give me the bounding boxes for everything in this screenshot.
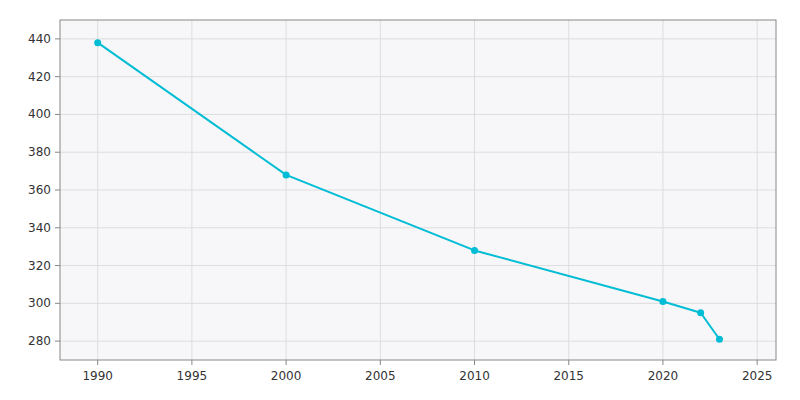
y-tick bbox=[55, 265, 60, 266]
x-tick-label: 2020 bbox=[648, 369, 679, 383]
x-tick bbox=[568, 360, 569, 365]
x-tick-label: 2010 bbox=[459, 369, 490, 383]
y-tick bbox=[55, 227, 60, 228]
data-point bbox=[716, 336, 723, 343]
x-tick-label: 2025 bbox=[742, 369, 773, 383]
y-grid-line bbox=[60, 152, 776, 153]
data-layer bbox=[94, 39, 723, 343]
x-tick bbox=[474, 360, 475, 365]
chart-container: 1990 1995 2000 2005 2010 2015 2020 2025 280 300 32… bbox=[0, 0, 800, 400]
y-tick-label: 320 bbox=[28, 259, 51, 273]
plot-frame bbox=[60, 20, 776, 360]
data-point bbox=[283, 171, 290, 178]
y-tick bbox=[55, 341, 60, 342]
x-tick-label: 1990 bbox=[82, 369, 113, 383]
y-tick bbox=[55, 114, 60, 115]
y-tick-label: 300 bbox=[28, 296, 51, 310]
y-grid-line bbox=[60, 76, 776, 77]
y-grid-line bbox=[60, 265, 776, 266]
x-tick-label: 2000 bbox=[271, 369, 302, 383]
axes: 1990 1995 2000 2005 2010 2015 2020 2025 280 300 32… bbox=[28, 32, 772, 383]
y-tick-label: 380 bbox=[28, 145, 51, 159]
y-tick bbox=[55, 76, 60, 77]
x-tick bbox=[380, 360, 381, 365]
y-grid-line bbox=[60, 341, 776, 342]
y-tick-label: 280 bbox=[28, 334, 51, 348]
data-point bbox=[697, 309, 704, 316]
page: {"chart_data": {"type": "line", "x": [19… bbox=[0, 0, 800, 400]
plot-background bbox=[60, 20, 776, 360]
y-tick-label: 400 bbox=[28, 107, 51, 121]
x-tick-label: 2015 bbox=[553, 369, 584, 383]
y-grid-line bbox=[60, 114, 776, 115]
y-grid-line bbox=[60, 38, 776, 39]
y-tick-label: 420 bbox=[28, 70, 51, 84]
data-point bbox=[94, 39, 101, 46]
grid bbox=[60, 20, 776, 360]
x-tick bbox=[97, 360, 98, 365]
y-tick bbox=[55, 190, 60, 191]
y-tick-label: 340 bbox=[28, 221, 51, 235]
x-tick bbox=[757, 360, 758, 365]
y-tick bbox=[55, 303, 60, 304]
data-point bbox=[659, 298, 666, 305]
x-tick bbox=[286, 360, 287, 365]
x-tick-label: 1995 bbox=[177, 369, 208, 383]
chart-svg: 1990 1995 2000 2005 2010 2015 2020 2025 280 300 32… bbox=[0, 0, 800, 400]
x-tick bbox=[191, 360, 192, 365]
y-tick bbox=[55, 38, 60, 39]
y-tick bbox=[55, 152, 60, 153]
x-tick bbox=[662, 360, 663, 365]
data-point bbox=[471, 247, 478, 254]
y-grid-line bbox=[60, 190, 776, 191]
y-tick-label: 440 bbox=[28, 32, 51, 46]
x-tick-label: 2005 bbox=[365, 369, 396, 383]
data-line bbox=[98, 43, 720, 340]
y-tick-label: 360 bbox=[28, 183, 51, 197]
